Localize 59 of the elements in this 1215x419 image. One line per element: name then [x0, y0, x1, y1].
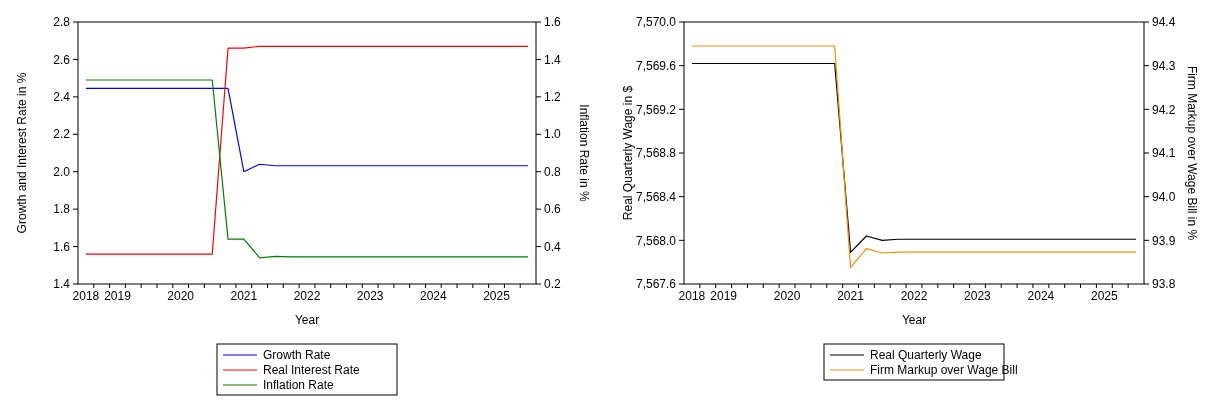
legend-label: Real Interest Rate [263, 363, 361, 378]
y2-tick-label: 1.0 [544, 127, 562, 142]
legend-label: Real Quarterly Wage [870, 348, 982, 363]
y2-axis-title: Firm Markup over Wage Bill in % [1185, 65, 1199, 241]
y2-tick-label: 0.6 [544, 202, 562, 217]
y-tick-label: 2.2 [53, 127, 71, 142]
x-tick-label: 2018 [72, 289, 100, 303]
line-series [85, 87, 529, 173]
x-tick-label: 2022 [900, 289, 928, 303]
y-tick-label: 2.8 [53, 15, 71, 30]
legend-label: Growth Rate [263, 348, 331, 363]
x-tick-label: 2023 [964, 289, 992, 303]
y2-tick-label: 94.3 [1152, 58, 1176, 73]
x-tick-label: 2021 [837, 289, 865, 303]
x-tick-label: 2022 [293, 289, 321, 303]
x-tick-label: 2021 [230, 289, 258, 303]
y-tick-label: 7,568.0 [635, 233, 677, 248]
legend-label: Firm Markup over Wage Bill [870, 363, 1018, 378]
x-tick-label: 2023 [356, 289, 384, 303]
y-tick-label: 1.4 [53, 277, 71, 292]
x-axis-title: Year [901, 313, 927, 327]
y2-tick-label: 0.2 [544, 277, 562, 292]
y2-tick-label: 93.9 [1152, 233, 1176, 248]
y-tick-label: 7,569.6 [635, 58, 677, 73]
x-tick-label: 2018 [678, 289, 706, 303]
x-tick-label: 2020 [773, 289, 801, 303]
y-tick-label: 7,568.8 [635, 146, 677, 161]
y2-tick-label: 0.8 [544, 164, 562, 179]
y-tick-label: 7,569.2 [635, 102, 677, 117]
y2-tick-label: 1.6 [544, 15, 562, 30]
y2-axis-title: Inflation Rate in % [577, 104, 591, 203]
x-axis-title: Year [294, 313, 320, 327]
y-tick-label: 2.4 [53, 90, 71, 105]
y-tick-label: 2.0 [53, 164, 71, 179]
y2-tick-label: 1.4 [544, 52, 562, 67]
x-tick-label: 2019 [104, 289, 132, 303]
y-tick-label: 7,568.4 [635, 189, 677, 204]
y-tick-label: 2.6 [53, 52, 71, 67]
y2-tick-label: 93.8 [1152, 277, 1176, 292]
y-axis-title: Real Quarterly Wage in $ [621, 85, 635, 221]
y-tick-label: 7,570.0 [635, 15, 677, 30]
y-tick-label: 1.8 [53, 202, 71, 217]
y2-tick-label: 94.4 [1152, 15, 1176, 30]
y2-tick-label: 94.0 [1152, 189, 1176, 204]
x-tick-label: 2025 [483, 289, 511, 303]
x-tick-label: 2020 [167, 289, 195, 303]
y-tick-label: 7,567.6 [635, 277, 677, 292]
legend-label: Inflation Rate [263, 378, 335, 393]
y2-tick-label: 1.2 [544, 90, 562, 105]
line-series [85, 79, 529, 259]
y2-tick-label: 94.1 [1152, 146, 1176, 161]
x-tick-label: 2024 [419, 289, 448, 303]
y2-tick-label: 94.2 [1152, 102, 1176, 117]
y-tick-label: 1.6 [53, 239, 71, 254]
x-tick-label: 2025 [1090, 289, 1119, 303]
x-tick-label: 2024 [1027, 289, 1055, 303]
y2-tick-label: 0.4 [544, 239, 562, 254]
x-tick-label: 2019 [710, 289, 738, 303]
y-axis-title: Growth and Interest Rate in % [15, 72, 29, 234]
